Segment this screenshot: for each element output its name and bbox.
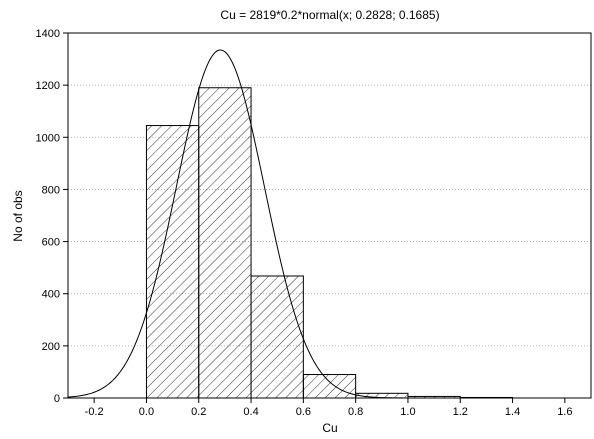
y-tick-label: 400 bbox=[42, 289, 60, 301]
y-tick-label: 600 bbox=[42, 237, 60, 249]
x-tick-label: 1.4 bbox=[505, 406, 520, 418]
x-axis-label: Cu bbox=[322, 421, 337, 435]
histogram-bar bbox=[250, 275, 304, 399]
x-tick-label: 0.8 bbox=[348, 406, 363, 418]
y-axis-ticks: 0 200 400 600 800 1000 1200 1400 bbox=[36, 28, 68, 405]
y-tick-label: 1000 bbox=[36, 132, 60, 144]
plot-area-frame bbox=[67, 32, 592, 399]
x-tick-label: -0.2 bbox=[85, 406, 104, 418]
x-tick-label: 0.6 bbox=[296, 406, 311, 418]
x-tick-label: 1.6 bbox=[557, 406, 572, 418]
x-tick-label: 1.0 bbox=[400, 406, 415, 418]
histogram-bar bbox=[302, 374, 357, 399]
histogram-bars bbox=[145, 87, 514, 399]
histogram-bar bbox=[145, 125, 200, 399]
y-tick-label: 1400 bbox=[36, 28, 60, 40]
x-tick-label: 1.2 bbox=[453, 406, 468, 418]
y-tick-label: 0 bbox=[54, 393, 60, 405]
y-tick-label: 1200 bbox=[36, 80, 60, 92]
x-axis-ticks: -0.2 0.0 0.2 0.4 0.6 0.8 1.0 1.2 1.4 1.6 bbox=[85, 398, 572, 418]
chart-title: Cu = 2819*0.2*normal(x; 0.2828; 0.1685) bbox=[220, 8, 439, 22]
y-axis-label: No of obs bbox=[11, 190, 25, 241]
x-tick-label: 0.4 bbox=[243, 406, 258, 418]
x-tick-label: 0.0 bbox=[139, 406, 154, 418]
x-tick-label: 0.2 bbox=[191, 406, 206, 418]
histogram-bar bbox=[198, 87, 252, 399]
y-tick-label: 800 bbox=[42, 184, 60, 196]
y-tick-label: 200 bbox=[42, 341, 60, 353]
